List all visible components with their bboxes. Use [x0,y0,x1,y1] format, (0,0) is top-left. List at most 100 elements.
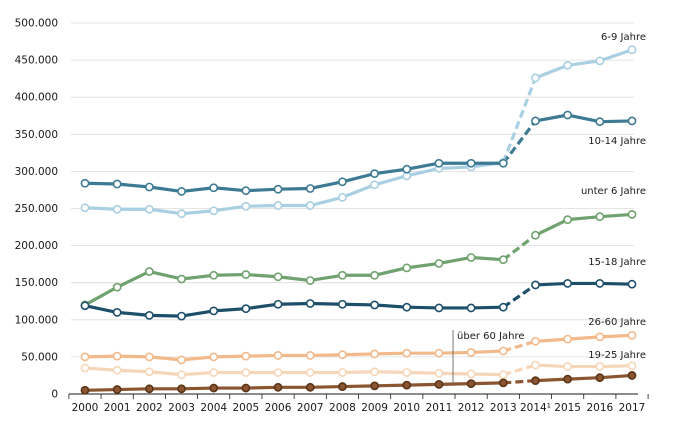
data-point [112,385,122,394]
data-point [595,362,605,371]
data-point [498,255,508,265]
x-tick-label: 2012 [458,402,485,414]
series-line [84,349,504,362]
series-line [535,333,633,343]
data-point [144,352,154,362]
series-label: unter 6 Jahre [581,186,646,197]
data-point [177,209,186,219]
data-point [80,178,90,188]
data-point [627,45,637,55]
data-point [402,263,412,273]
series-line-break [502,233,537,261]
series-line [535,363,633,369]
data-point [402,368,412,377]
series-line-break [501,77,537,164]
data-point [112,179,122,189]
data-point [498,302,508,312]
series-line [534,212,633,237]
series-line [84,366,504,377]
data-point [241,201,251,211]
data-point [466,369,476,379]
y-tick-label: 200.000 [15,240,58,252]
data-point [144,310,154,320]
data-point [305,276,315,285]
data-point [241,351,251,361]
series-labels: 6-9 Jahre 10-14 Jahre unter 6 Jahre 15-18 J… [581,32,646,361]
data-point [531,116,540,126]
data-point [338,299,347,309]
data-point [370,300,379,310]
data-point [241,383,251,393]
data-point [466,379,476,389]
data-point [434,158,444,168]
data-point [305,382,315,392]
x-tick-label: 2016 [586,402,613,414]
y-axis-tick-labels: 0 50.000 100.000 150.000 200.000 250.000 300.0… [15,18,58,401]
data-point [209,383,219,393]
series-label: 26-60 Jahre [588,317,646,328]
data-point [241,304,251,314]
data-point [338,368,347,377]
data-point [209,352,219,362]
data-point [498,378,508,388]
series-line [534,48,633,80]
series-line [84,381,504,392]
y-tick-label: 150.000 [15,277,58,289]
y-tick-label: 500.000 [15,18,58,30]
data-point [80,203,90,213]
data-point [80,385,90,395]
annotation: über 60 Jahre [452,330,525,383]
data-point [595,373,605,383]
data-point [466,158,476,168]
series-label: 10-14 Jahre [588,136,646,147]
y-tick-label: 0 [51,389,58,401]
series-label: 19-25 Jahre [588,350,646,361]
data-point [305,184,315,193]
data-point [434,368,444,378]
series-line [535,373,633,383]
gridlines [71,22,634,358]
data-point [563,334,573,344]
data-point [305,201,315,210]
data-point [402,348,412,358]
series-line [535,281,633,287]
data-point [466,253,476,262]
data-point [466,348,476,357]
data-point [112,307,122,317]
series-line [84,160,504,216]
x-tick-label: 2014¹ [520,402,551,414]
data-point [144,182,154,192]
data-point [402,302,412,312]
data-point [370,270,379,280]
series-line-break [502,283,537,309]
data-point [177,311,186,321]
data-point [177,274,186,284]
data-point [209,368,219,377]
data-point [338,382,347,391]
data-point [434,303,444,313]
data-point [627,371,637,380]
data-point [531,336,540,346]
x-tick-label: 2008 [329,402,356,414]
x-tick-label: 2005 [233,402,260,414]
data-point [595,56,605,66]
data-point [80,363,90,373]
data-point [370,169,379,179]
data-point [273,272,283,282]
x-tick-label: 2013 [490,402,517,414]
data-point [273,184,283,194]
data-point [177,355,186,365]
x-tick-label: 2007 [297,402,324,414]
data-point [434,259,444,268]
data-point [241,270,251,279]
data-point [144,367,154,377]
data-point [144,204,154,214]
data-point [80,352,90,362]
data-point [209,270,219,280]
series-markers [80,45,637,395]
series-line [84,301,504,318]
y-tick-label: 450.000 [15,55,58,67]
data-point [563,60,573,70]
annotation-label: über 60 Jahre [457,331,525,342]
